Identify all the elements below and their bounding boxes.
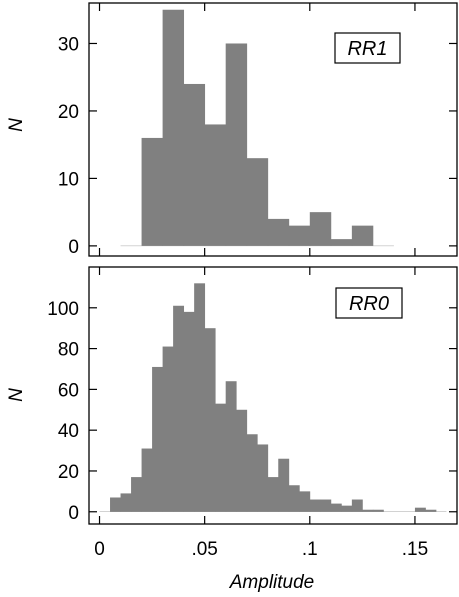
ytick-label-rr0-5: 100 [47,299,79,320]
panel-label-box-rr1 [334,32,401,64]
bar-rr0-2 [131,477,142,512]
bar-rr0-4 [152,366,163,512]
panel-label-rr0: RR0 [335,287,403,319]
bars-rr0 [99,283,447,513]
ytick-label-rr0-3: 60 [58,380,79,401]
ytick-label-rr1-1: 10 [58,169,79,190]
xtick-label-1: .05 [191,539,217,560]
bar-rr0-16 [278,458,290,512]
bar-rr0-18 [299,491,311,512]
bars-rr1 [120,9,394,247]
ytick-label-rr1-3: 30 [58,34,79,55]
ticks-rr0: 0 20 40 60 80 100 [47,267,457,524]
bar-rr0-14 [257,444,269,512]
bar-rr1-8 [309,212,332,246]
xtick-label-3: .15 [402,539,428,560]
ytick-label-rr0-4: 80 [58,340,79,361]
bar-rr0-15 [267,477,279,512]
bar-rr0-23 [351,499,363,512]
x-tick-labels: 0 .05 .1 .15 [94,539,428,560]
bar-rr0-8 [194,283,206,512]
bar-rr0-7 [183,311,195,512]
ytick-label-rr0-2: 40 [58,421,79,442]
bar-rr0-21 [330,503,342,512]
bar-rr0-12 [236,409,248,512]
x-axis-title: Amplitude [229,572,315,593]
bar-rr0-17 [288,485,300,512]
bar-rr1-6 [267,218,290,246]
plot-frame-rr0 [88,266,458,525]
bar-rr1-3 [204,124,227,246]
bar-rr0-22 [341,505,353,512]
panel-label-text-rr0: RR0 [349,293,389,315]
bar-rr0-10 [215,403,227,512]
ytick-label-rr0-1: 20 [58,462,79,483]
bar-rr0-1 [120,493,132,512]
ytick-label-rr1-0: 0 [68,237,79,258]
panel-rr0: 0 20 40 60 80 100 N RR0 [6,266,458,525]
y-axis-title-rr1: N [6,118,27,132]
y-axis-title-rr0: N [6,388,27,402]
bar-rr0-25 [372,509,384,512]
bar-rr0-11 [225,381,237,512]
bar-rr1-0 [141,137,163,246]
bar-rr0-6 [173,305,185,512]
bar-rr0-13 [246,434,258,512]
bar-rr1-9 [330,239,353,246]
bar-rr1-7 [288,225,311,246]
bar-rr0-5 [162,346,174,512]
panel-label-rr1: RR1 [334,32,401,64]
xtick-label-2: .1 [302,539,318,560]
ytick-label-rr1-2: 20 [58,102,79,123]
bar-rr1-2 [183,83,206,246]
bar-rr0-19 [309,499,321,512]
xtick-label-0: 0 [94,539,105,560]
panel-label-box-rr0 [335,287,403,319]
bar-rr0-30 [425,509,437,512]
plot-frame-rr1 [88,2,458,257]
bar-rr0-29 [414,507,426,512]
panel-label-text-rr1: RR1 [347,38,387,60]
bar-rr1-4 [225,43,248,246]
bar-rr0-0 [110,497,121,512]
ytick-label-rr0-0: 0 [68,503,79,524]
bar-rr1-10 [351,225,374,246]
bar-rr0-9 [204,328,216,512]
ticks-rr1: 0 10 20 30 [58,3,457,258]
bar-rr1-1 [162,9,185,246]
panel-rr1: 0 10 20 30 N RR1 [6,2,458,258]
bar-rr1-5 [246,158,269,246]
bar-rr0-24 [362,509,374,512]
bar-rr0-20 [320,499,332,512]
bar-rr0-3 [141,448,153,512]
